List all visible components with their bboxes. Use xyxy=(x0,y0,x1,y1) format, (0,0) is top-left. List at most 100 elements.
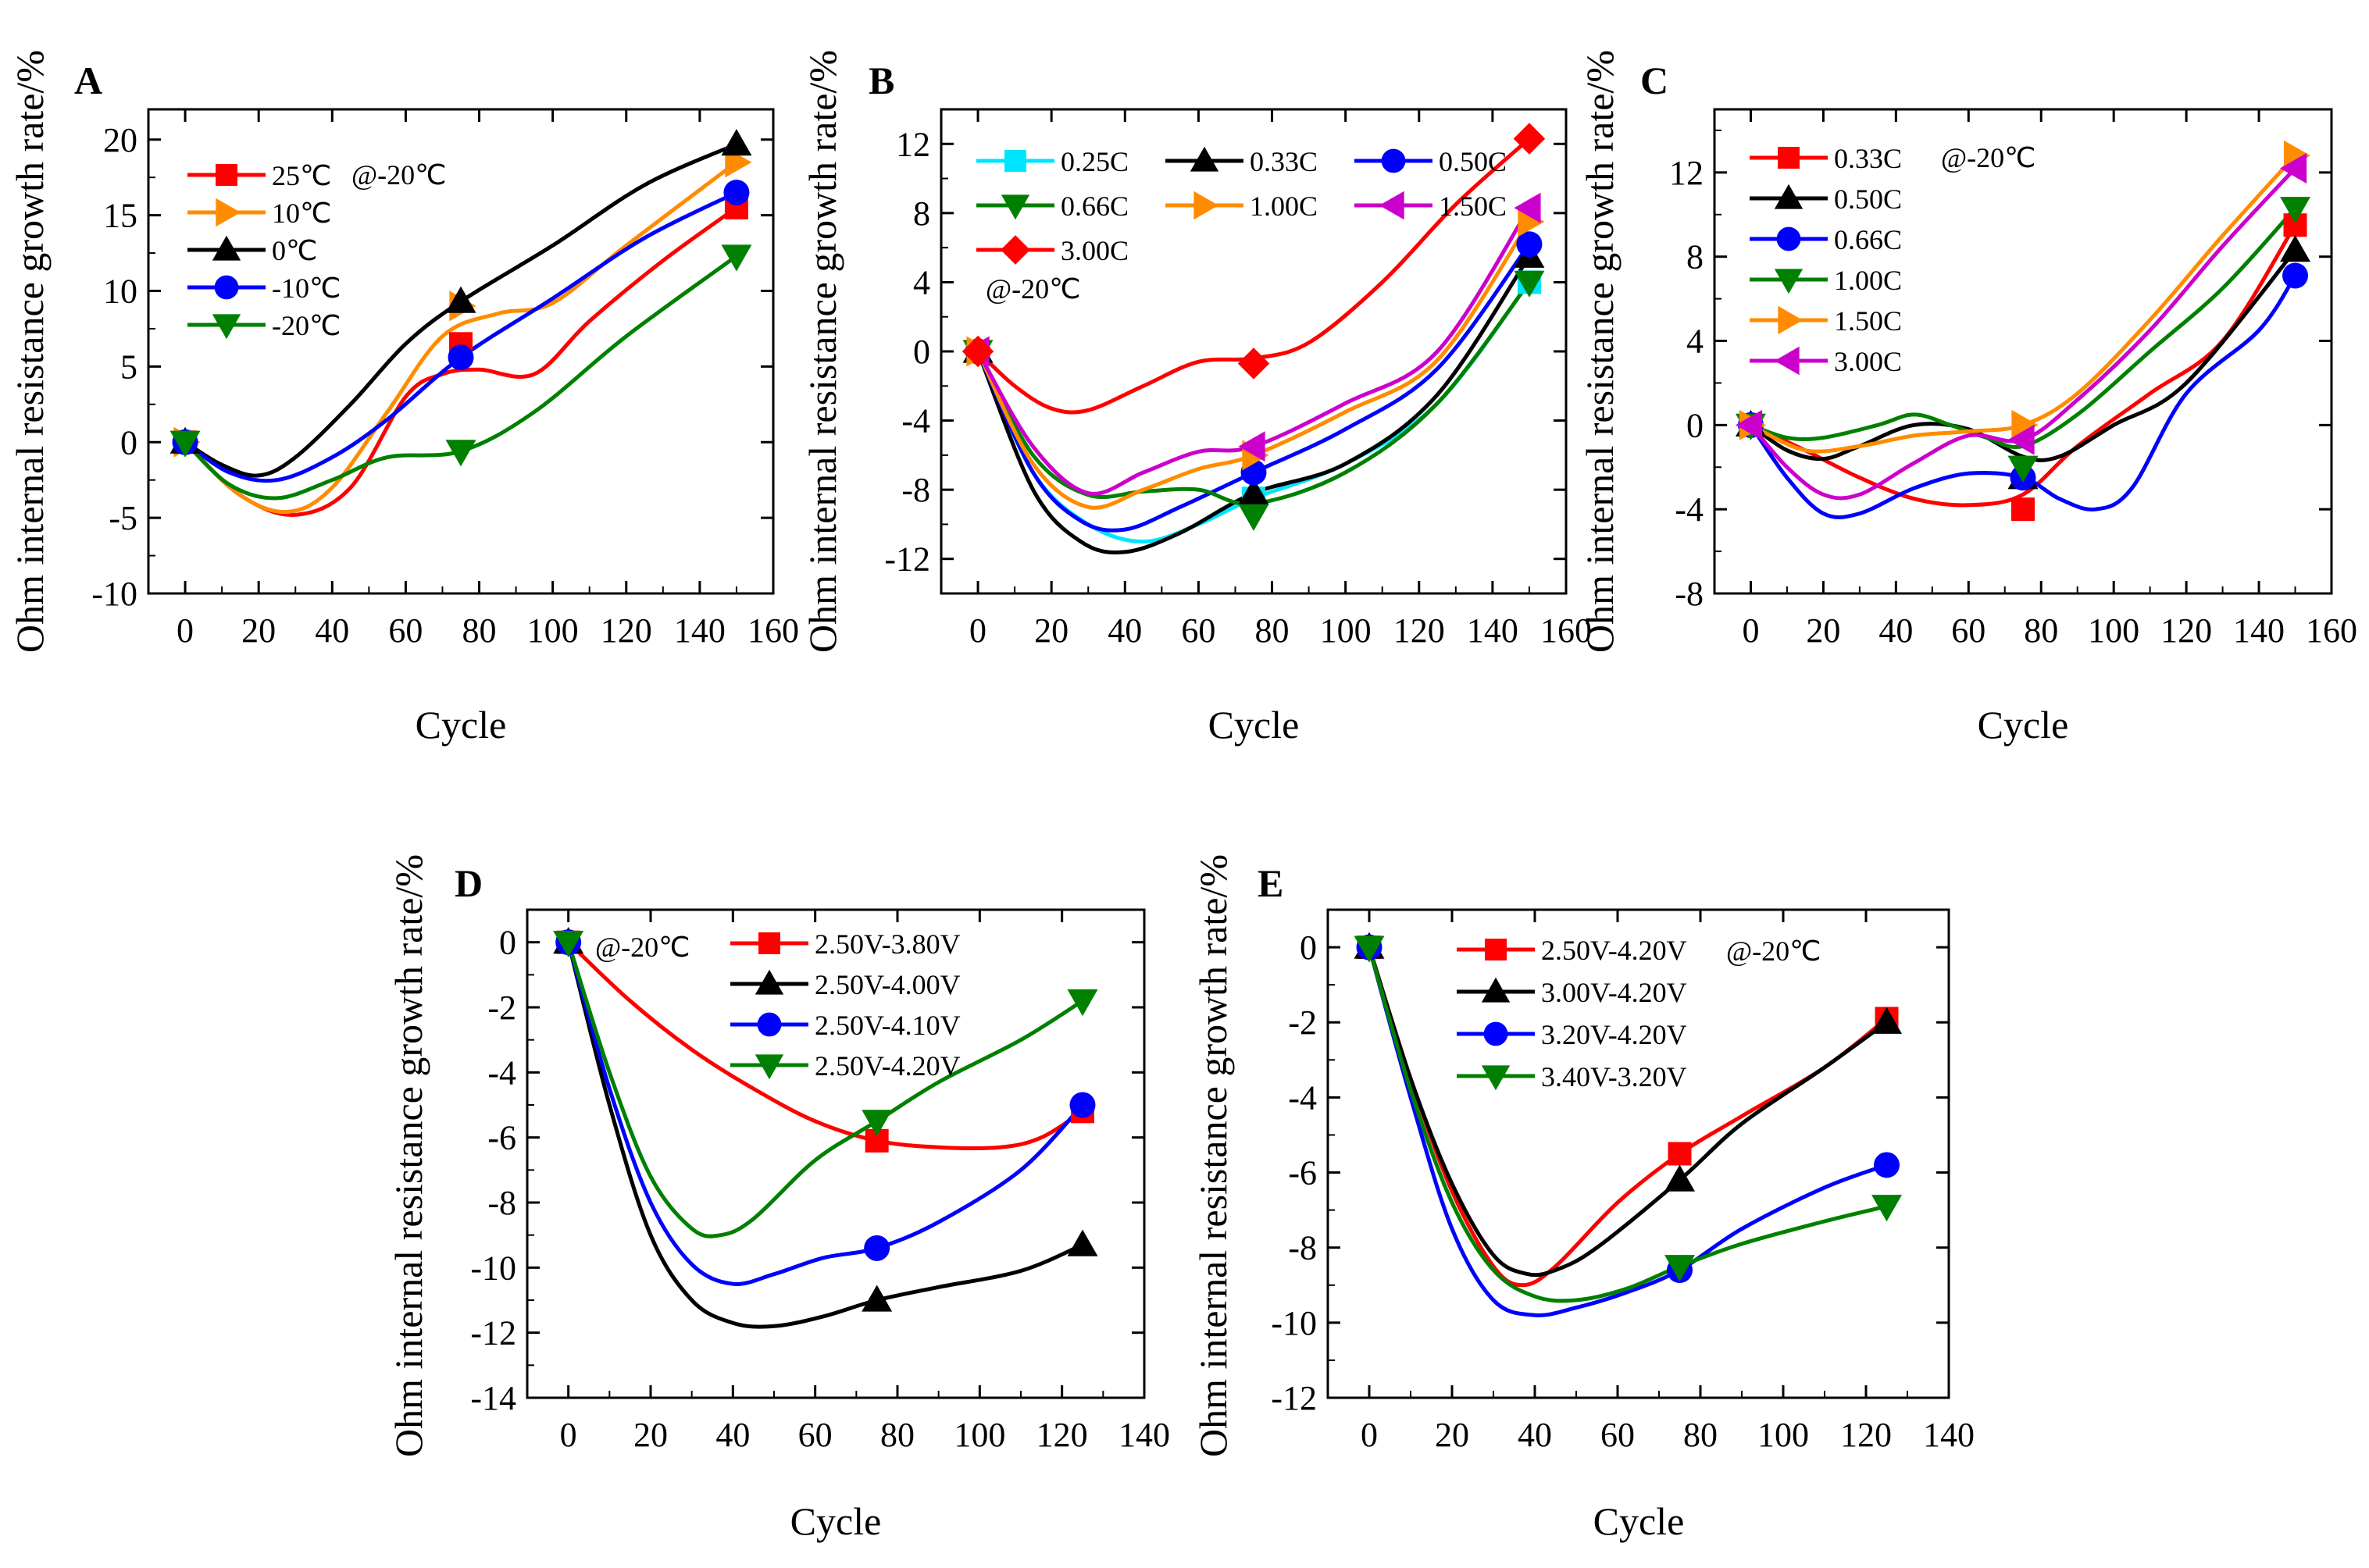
data-point xyxy=(2280,197,2311,224)
y-tick-label: 0 xyxy=(120,423,137,461)
legend-label: 0.25C xyxy=(1061,146,1129,177)
series-line-2 xyxy=(976,243,1531,533)
legend-marker xyxy=(1379,191,1404,220)
x-axis-label: Cycle xyxy=(1208,703,1300,747)
series-line-4 xyxy=(184,254,738,501)
series-line-3 xyxy=(1367,946,1888,1303)
series-line-2 xyxy=(566,942,1084,1286)
y-tick-label: 4 xyxy=(913,263,930,301)
y-tick-label: -10 xyxy=(1271,1304,1317,1342)
x-tick-label: 20 xyxy=(1806,611,1840,650)
data-point xyxy=(721,244,752,272)
legend-label: 3.00C xyxy=(1834,346,1902,377)
y-tick-label: -4 xyxy=(901,402,930,440)
x-tick-label: 100 xyxy=(1320,611,1372,650)
y-tick-label: -6 xyxy=(487,1119,516,1157)
legend-label: 0.66C xyxy=(1834,224,1902,255)
legend-marker xyxy=(755,969,784,995)
data-point xyxy=(169,430,201,458)
y-tick-label: -4 xyxy=(1288,1078,1317,1117)
series-line-1 xyxy=(1367,946,1888,1278)
data-point xyxy=(1735,409,1763,440)
x-tick-label: 80 xyxy=(462,611,497,650)
y-tick-label: 12 xyxy=(896,125,930,163)
x-tick-label: 140 xyxy=(2233,611,2285,650)
data-point xyxy=(2011,497,2035,522)
y-tick-label: -10 xyxy=(470,1249,516,1287)
legend-label: 2.50V-4.00V xyxy=(815,969,961,1000)
data-point xyxy=(1238,478,1269,505)
data-point xyxy=(2280,152,2307,184)
y-tick-label: 10 xyxy=(103,273,137,311)
data-point xyxy=(445,286,476,313)
plot-frame xyxy=(526,908,1146,1399)
x-tick-label: 60 xyxy=(388,611,423,650)
series-line-5 xyxy=(976,206,1532,496)
y-axis-label: Ohm internal resistance growth rate/% xyxy=(387,854,430,1457)
condition-annotation: @-20℃ xyxy=(1941,142,2036,173)
data-point xyxy=(862,1285,893,1312)
legend-marker xyxy=(212,314,241,340)
data-point xyxy=(1871,1007,1902,1034)
legend-label: 25℃ xyxy=(272,160,331,191)
legend-marker xyxy=(1193,191,1219,220)
y-axis-label: Ohm internal resistance growth rate/% xyxy=(8,50,52,653)
legend-marker xyxy=(1774,184,1804,209)
x-tick-label: 0 xyxy=(1742,611,1759,650)
x-tick-label: 140 xyxy=(1923,1416,1975,1454)
data-point xyxy=(1664,1164,1695,1192)
x-tick-label: 140 xyxy=(1467,611,1518,650)
x-axis-label: Cycle xyxy=(1593,1499,1685,1543)
legend-label: 2.50V-3.80V xyxy=(815,928,961,960)
series-line-6 xyxy=(976,137,1531,415)
x-tick-label: 120 xyxy=(1840,1416,1892,1454)
x-tick-label: 120 xyxy=(601,611,652,650)
legend-marker xyxy=(1778,147,1800,169)
legend-label: 3.40V-3.20V xyxy=(1541,1061,1687,1092)
data-point xyxy=(1668,1142,1692,1166)
y-tick-label: -12 xyxy=(1271,1379,1317,1417)
data-point xyxy=(2011,409,2039,440)
legend-label: -20℃ xyxy=(272,310,341,341)
series-line-1 xyxy=(976,255,1531,554)
condition-annotation: @-20℃ xyxy=(986,273,1081,305)
y-tick-label: -14 xyxy=(470,1379,516,1417)
x-tick-label: 80 xyxy=(2024,611,2058,650)
x-tick-label: 160 xyxy=(2306,611,2357,650)
y-axis-label: Ohm internal resistance growth rate/% xyxy=(1578,50,1622,653)
y-tick-label: -4 xyxy=(487,1053,516,1092)
series-line-3 xyxy=(566,941,1084,1238)
legend-label: 0.50C xyxy=(1439,146,1507,177)
data-point xyxy=(448,344,474,371)
legend-marker xyxy=(1381,148,1406,173)
x-tick-label: 100 xyxy=(2088,611,2139,650)
legend-label: 2.50V-4.20V xyxy=(1541,935,1687,966)
legend-marker xyxy=(1190,146,1219,172)
data-point xyxy=(1513,123,1546,155)
data-point xyxy=(1514,192,1541,223)
data-point xyxy=(1069,1092,1096,1118)
panel-letter: C xyxy=(1640,59,1668,102)
x-tick-label: 100 xyxy=(954,1416,1005,1454)
data-point xyxy=(2280,235,2311,262)
condition-annotation: @-20℃ xyxy=(351,159,447,191)
y-tick-label: -12 xyxy=(470,1314,516,1352)
x-tick-label: 40 xyxy=(315,611,349,650)
x-tick-label: 120 xyxy=(1393,611,1445,650)
chart-panel-d: 0 20 40 60 80 100 120 140 -14 -12 -10 -8 -6 -4 -2 0 2.50… xyxy=(387,854,1170,1543)
plot-frame xyxy=(1713,108,2333,595)
data-point xyxy=(862,1110,893,1137)
legend-marker xyxy=(1481,977,1511,1003)
panel-letter: B xyxy=(869,59,894,102)
y-tick-label: 5 xyxy=(120,347,137,386)
panel-letter: D xyxy=(455,861,483,905)
data-point xyxy=(1238,504,1269,531)
x-tick-label: 140 xyxy=(1118,1416,1170,1454)
condition-annotation: @-20℃ xyxy=(1726,935,1821,967)
y-tick-label: -10 xyxy=(91,575,137,613)
x-tick-label: 40 xyxy=(1878,611,1913,650)
data-point xyxy=(864,1235,890,1261)
data-point xyxy=(2007,455,2039,483)
legend-marker xyxy=(216,164,237,186)
y-tick-label: 0 xyxy=(913,333,930,371)
